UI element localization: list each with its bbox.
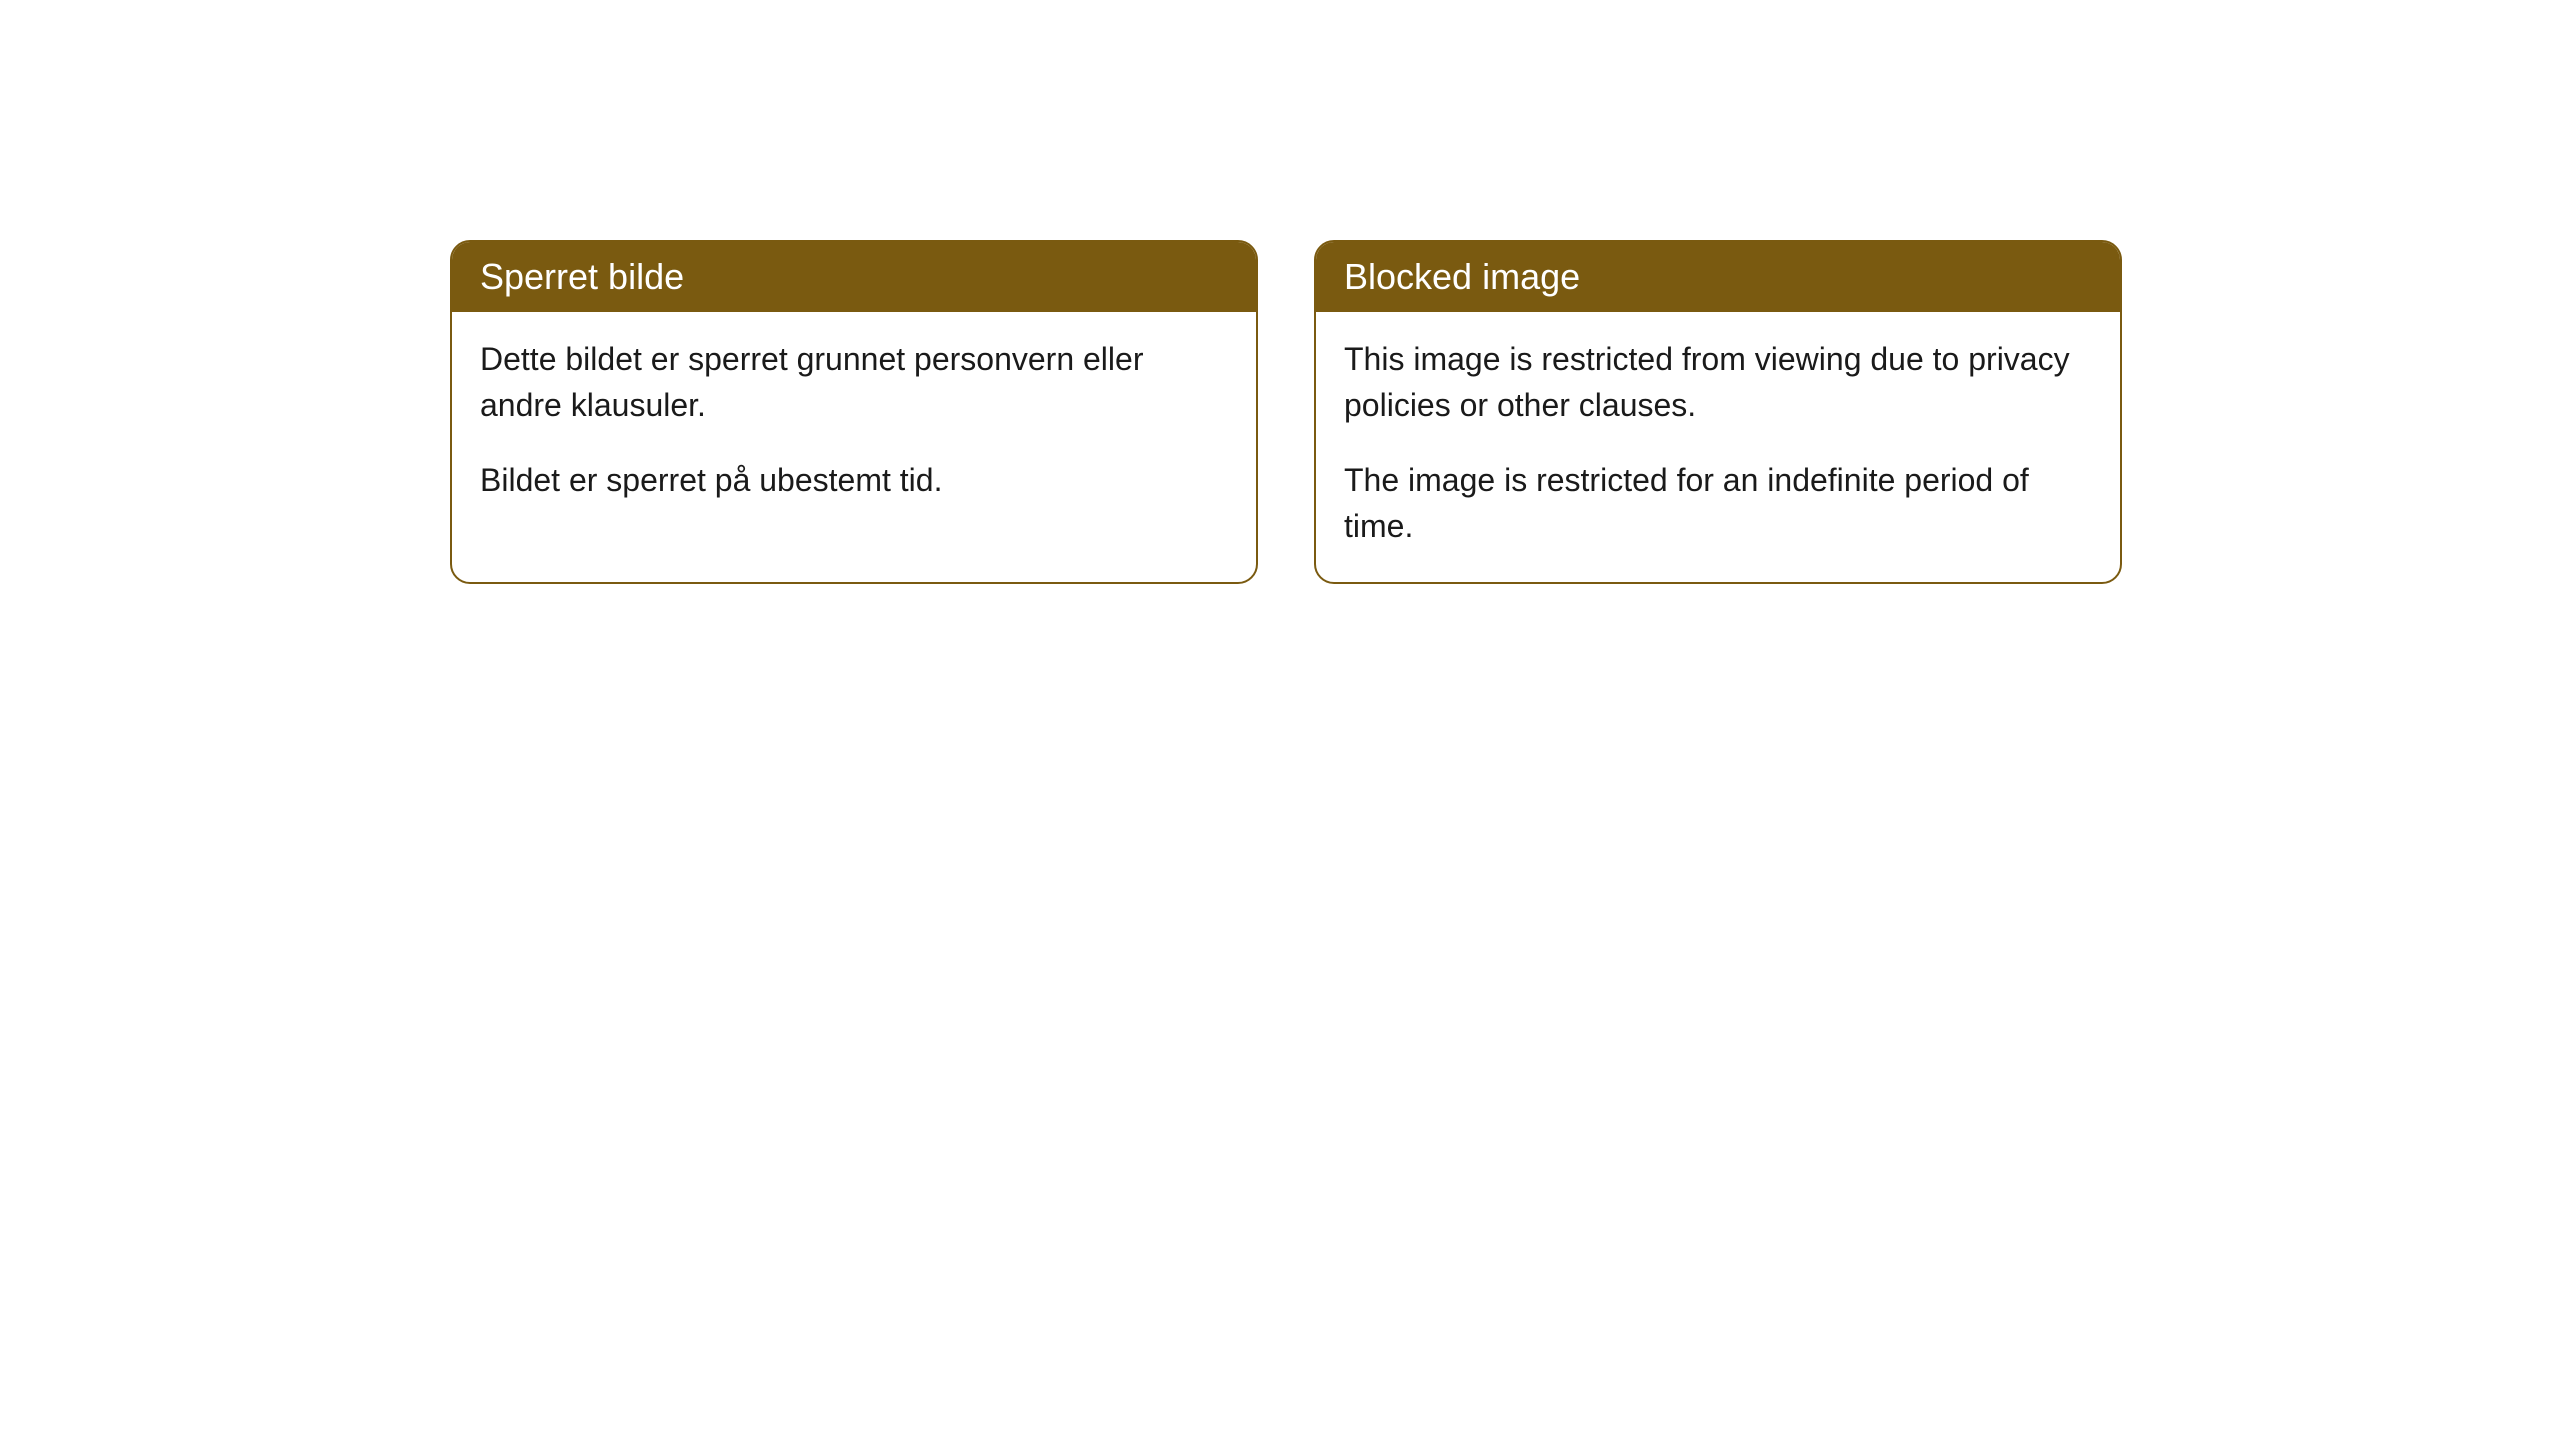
card-paragraph: The image is restricted for an indefinit…	[1344, 457, 2092, 550]
card-header: Blocked image	[1316, 242, 2120, 312]
card-paragraph: Bildet er sperret på ubestemt tid.	[480, 457, 1228, 503]
card-paragraph: This image is restricted from viewing du…	[1344, 336, 2092, 429]
card-english: Blocked image This image is restricted f…	[1314, 240, 2122, 584]
card-body: This image is restricted from viewing du…	[1316, 312, 2120, 582]
card-norwegian: Sperret bilde Dette bildet er sperret gr…	[450, 240, 1258, 584]
card-title: Sperret bilde	[480, 256, 684, 297]
card-title: Blocked image	[1344, 256, 1580, 297]
card-paragraph: Dette bildet er sperret grunnet personve…	[480, 336, 1228, 429]
card-header: Sperret bilde	[452, 242, 1256, 312]
cards-container: Sperret bilde Dette bildet er sperret gr…	[450, 240, 2122, 584]
card-body: Dette bildet er sperret grunnet personve…	[452, 312, 1256, 535]
